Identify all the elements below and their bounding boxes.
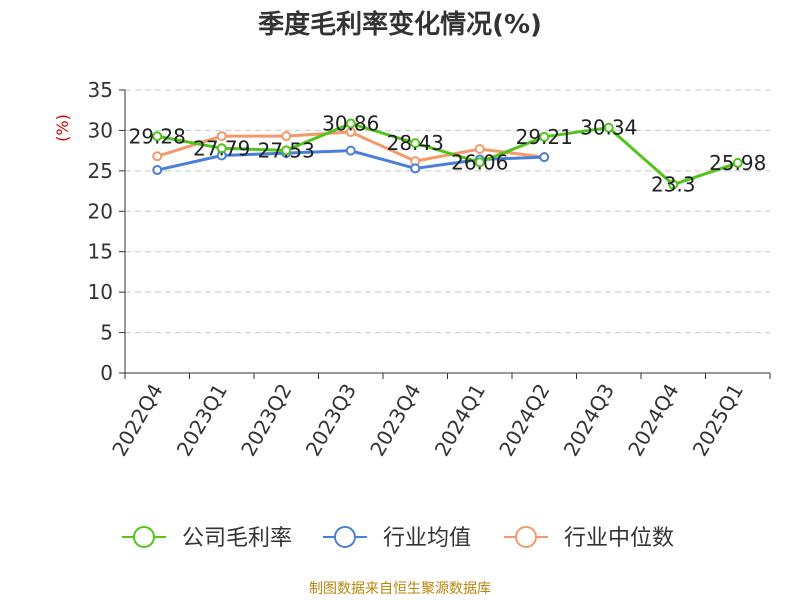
- legend-marker: [133, 526, 155, 548]
- y-tick-label: 0: [100, 361, 113, 385]
- data-point: [152, 131, 163, 142]
- data-label: 23.3: [651, 173, 696, 197]
- x-tick-label: 2024Q1: [430, 380, 490, 461]
- data-point: [281, 131, 292, 142]
- data-point: [152, 165, 163, 176]
- y-tick-label: 35: [88, 78, 113, 102]
- data-point: [281, 145, 292, 156]
- x-tick-label: 2024Q3: [559, 380, 619, 461]
- x-tick-label: 2023Q4: [365, 380, 425, 461]
- y-tick-label: 20: [88, 199, 113, 223]
- data-label: 29.28: [129, 124, 186, 148]
- legend-label: 公司毛利率: [182, 526, 292, 551]
- data-label: 27.79: [193, 136, 250, 160]
- series-line: [156, 121, 739, 187]
- chart-title: 季度毛利率变化情况(%): [258, 9, 542, 40]
- x-tick-label: 2023Q2: [236, 380, 296, 461]
- x-tick-label: 2024Q2: [494, 380, 554, 461]
- y-tick-label: 5: [100, 321, 113, 345]
- data-point: [216, 131, 227, 142]
- data-label: 30.86: [322, 111, 379, 135]
- x-tick-label: 2025Q1: [688, 380, 748, 461]
- legend-marker: [334, 526, 356, 548]
- y-tick-label: 30: [88, 118, 113, 142]
- data-point: [474, 144, 485, 155]
- x-tick-label: 2023Q3: [301, 380, 361, 461]
- data-point: [732, 157, 743, 168]
- source-note: 制图数据来自恒生聚源数据库: [309, 581, 491, 597]
- data-label: 28.43: [387, 131, 444, 155]
- grid: [125, 89, 770, 334]
- y-tick-label: 10: [88, 280, 113, 304]
- legend-label: 行业中位数: [564, 526, 674, 551]
- x-tick-label: 2022Q4: [107, 380, 167, 461]
- data-point: [345, 145, 356, 156]
- data-label: 25.98: [709, 151, 766, 175]
- y-tick-label: 25: [88, 159, 113, 183]
- x-tick-label: 2023Q1: [172, 380, 232, 461]
- data-label: 26.06: [451, 150, 508, 174]
- y-tick-label: 15: [88, 240, 113, 264]
- data-point: [603, 122, 614, 133]
- data-point: [216, 143, 227, 154]
- data-label: 30.34: [580, 116, 637, 140]
- data-point: [539, 131, 550, 142]
- data-point: [668, 179, 679, 190]
- data-point: [474, 157, 485, 168]
- x-tick-label: 2024Q4: [623, 380, 683, 461]
- data-label: 29.21: [516, 125, 573, 149]
- data-labels: 29.28 27.79 27.53 30.86 28.43 26.06 29.21 30.34…: [129, 111, 767, 196]
- data-label: 27.53: [258, 138, 315, 162]
- legend-marker: [515, 526, 537, 548]
- legend: 公司毛利率 行业均值 行业中位数: [122, 526, 674, 551]
- data-point: [345, 118, 356, 129]
- data-point: [152, 151, 163, 162]
- series: [152, 118, 743, 190]
- data-point: [539, 152, 550, 163]
- y-axis-label: (%): [53, 114, 72, 142]
- legend-label: 行业均值: [383, 526, 471, 551]
- data-point: [410, 138, 421, 149]
- data-point: [410, 163, 421, 174]
